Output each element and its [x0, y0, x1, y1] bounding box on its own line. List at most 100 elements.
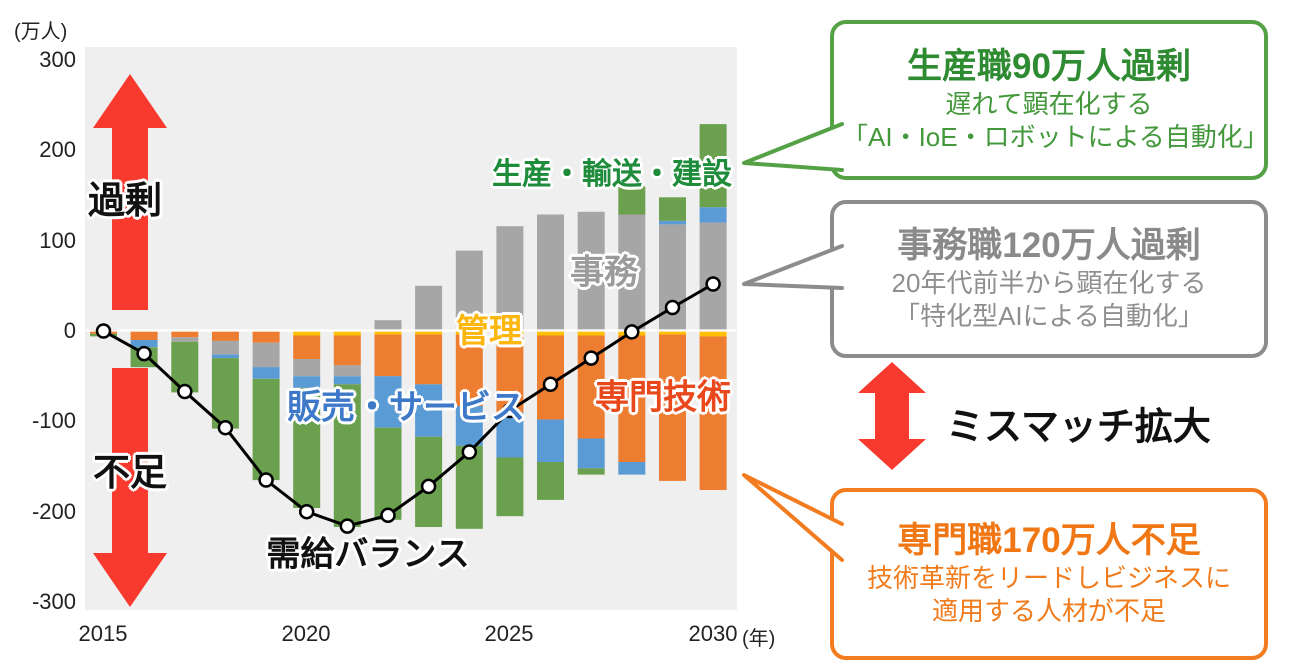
bar-segment-2024-jimu-surplus — [455, 250, 483, 331]
bar-segment-2021-seisan-shortage — [333, 384, 361, 527]
bar-segment-2030-hanbai-surplus — [699, 207, 727, 223]
bar-segment-2018-hanbai-shortage — [211, 354, 239, 359]
bar-segment-2022-seisan-shortage — [374, 427, 402, 520]
series-label-sales-service: 販売・サービス — [287, 388, 525, 427]
bar-segment-2018-seisan-shortage — [211, 358, 239, 429]
y-tick-m200: -200 — [31, 499, 76, 524]
x-tick-2025: 2025 — [484, 621, 534, 646]
bar-segment-2024-senmon-shortage — [455, 334, 483, 406]
bar-segment-2019-seisan-shortage — [252, 378, 280, 481]
bar-segment-2023-hanbai-shortage — [415, 384, 443, 437]
balance-marker-2030 — [705, 276, 721, 292]
bar-segment-2029-seisan-surplus — [659, 197, 686, 221]
balance-marker-2023 — [420, 478, 437, 495]
callout-specialist-title: 専門職170万人不足 — [897, 521, 1201, 560]
bar-segment-2030-kanri-shortage — [699, 331, 727, 337]
bar-segment-2021-senmon-shortage — [333, 335, 361, 366]
bar-segment-2020-kanri-shortage — [293, 331, 321, 336]
y-tick-m300: -300 — [31, 589, 76, 614]
bar-segment-2025-kanri-shortage — [496, 331, 524, 335]
balance-marker-2026 — [542, 376, 559, 393]
bar-segment-2029-hanbai-surplus — [659, 220, 686, 225]
bar-segment-2030-seisan-surplus — [699, 124, 727, 208]
mismatch-label: ミスマッチ拡大 — [946, 406, 1211, 449]
bar-segment-2030-senmon-shortage — [699, 336, 727, 490]
bar-segment-2023-jimu-surplus — [415, 285, 443, 331]
y-tick-0: 0 — [63, 318, 76, 343]
y-axis-unit: (万人) — [14, 21, 68, 43]
balance-marker-2020 — [298, 503, 315, 520]
bar-segment-2020-hanbai-shortage — [293, 376, 321, 388]
bar-segment-2026-seisan-shortage — [537, 462, 564, 500]
balance-marker-2028 — [624, 324, 640, 340]
bar-segment-2029-senmon-shortage — [659, 334, 686, 481]
callout-clerical-title: 事務職120万人過剰 — [897, 226, 1201, 265]
bar-segment-2018-senmon-shortage — [211, 331, 239, 341]
bar-segment-2020-seisan-shortage — [293, 387, 321, 508]
bar-segment-2026-hanbai-shortage — [537, 419, 564, 462]
bar-segment-2026-kanri-shortage — [537, 331, 564, 336]
y-tick-m100: -100 — [31, 408, 76, 433]
surplus-label: 過剰 — [88, 180, 162, 221]
balance-marker-2021 — [339, 518, 356, 534]
balance-line-label: 需給バランス — [266, 535, 470, 574]
bar-segment-2016-hanbai-shortage — [130, 340, 158, 348]
callout-clerical-line1: 20年代前半から顕在化する — [891, 268, 1207, 298]
bar-segment-2028-senmon-shortage — [618, 335, 646, 462]
callout-specialist-shortage: 専門職170万人不足 技術革新をリードしビジネスに 適用する人材が不足 — [830, 488, 1268, 660]
y-tick-200: 200 — [39, 137, 76, 162]
shortage-label: 不足 — [93, 452, 167, 493]
bar-segment-2024-kanri-shortage — [455, 331, 483, 335]
y-tick-100: 100 — [39, 228, 76, 253]
bar-segment-2022-senmon-shortage — [374, 334, 402, 377]
bar-segment-2016-senmon-shortage — [130, 331, 158, 340]
callout-clerical-surplus: 事務職120万人過剰 20年代前半から顕在化する 「特化型AIによる自動化」 — [830, 200, 1268, 358]
balance-line — [102, 282, 714, 528]
bar-segment-2021-kanri-shortage — [333, 331, 361, 336]
x-tick-2015: 2015 — [78, 621, 128, 646]
surplus-up-arrow-icon — [93, 74, 167, 310]
balance-marker-2019 — [258, 472, 274, 488]
balance-marker-2015 — [95, 323, 112, 339]
bar-segment-2028-seisan-surplus — [618, 186, 646, 215]
callout-specialist-line1: 技術革新をリードしビジネスに — [866, 563, 1231, 593]
bar-segment-2021-hanbai-shortage — [333, 376, 361, 385]
bar-segment-2027-seisan-shortage — [577, 468, 605, 475]
balance-marker-2029 — [664, 299, 681, 316]
x-axis-unit: (年) — [742, 628, 776, 650]
bar-segment-2027-jimu-surplus — [577, 211, 605, 331]
callout-production-line2: 「AI・IoE・ロボットによる自動化」 — [842, 122, 1269, 152]
balance-marker-2017 — [177, 383, 193, 400]
balance-marker-2024 — [461, 444, 478, 460]
bar-segment-2022-jimu-surplus — [374, 320, 402, 331]
series-label-specialist: 専門技術 — [595, 378, 731, 417]
y-tick-300: 300 — [39, 47, 76, 72]
series-label-production: 生産・輸送・建設 — [492, 158, 732, 191]
callout-production-title: 生産職90万人過剰 — [907, 47, 1191, 86]
callout-specialist-line2: 適用する人材が不足 — [931, 596, 1166, 626]
bar-segment-2024-hanbai-shortage — [455, 406, 483, 446]
series-label-management: 管理 — [456, 312, 522, 349]
bar-segment-2018-jimu-shortage — [211, 340, 239, 355]
bar-segment-2025-senmon-shortage — [496, 334, 524, 413]
bar-segment-2019-senmon-shortage — [252, 331, 280, 343]
balance-marker-2025 — [502, 402, 518, 419]
bar-segment-2027-kanri-shortage — [577, 331, 605, 336]
bar-segment-2029-kanri-shortage — [659, 331, 686, 335]
bar-segment-2017-senmon-shortage — [171, 331, 199, 338]
bar-segment-2017-jimu-shortage — [171, 337, 199, 342]
balance-marker-2022 — [380, 507, 396, 524]
x-tick-2020: 2020 — [281, 621, 331, 646]
bar-segment-2026-jimu-surplus — [537, 214, 564, 331]
shortage-down-arrow-icon — [93, 368, 167, 607]
callout-production-surplus: 生産職90万人過剰 遅れて顕在化する 「AI・IoE・ロボットによる自動化」 — [830, 20, 1269, 180]
balance-line-series — [95, 276, 721, 534]
bar-segment-2023-kanri-shortage — [415, 331, 443, 335]
bar-segment-2020-jimu-shortage — [293, 359, 321, 377]
bar-segment-2019-hanbai-shortage — [252, 367, 280, 379]
stacked-bars — [86, 124, 736, 529]
x-tick-2030: 2030 — [688, 621, 738, 646]
bar-segment-2028-hanbai-shortage — [618, 462, 646, 475]
